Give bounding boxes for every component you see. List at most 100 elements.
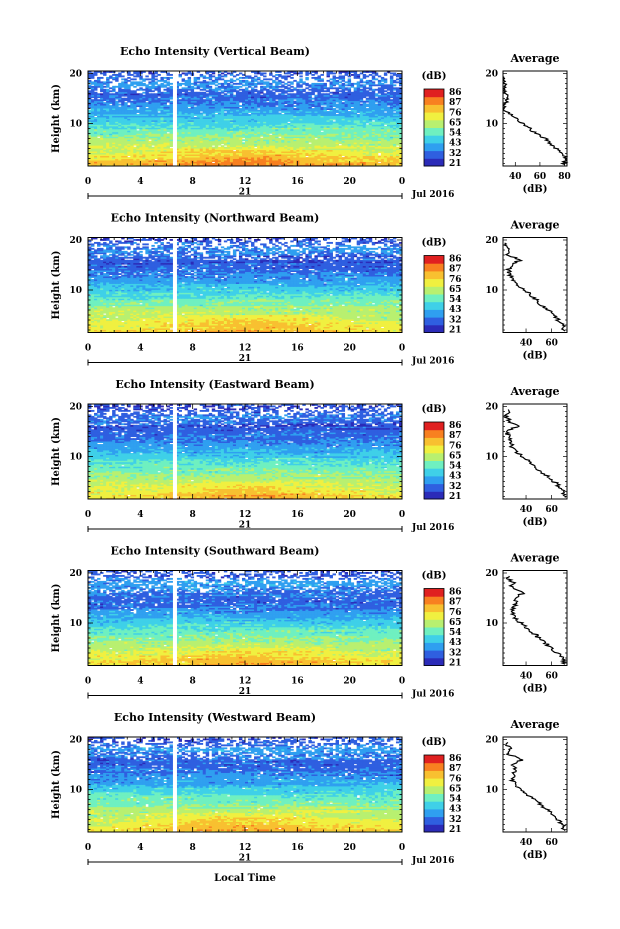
heatmap-cell [371, 158, 376, 161]
heatmap-cell [245, 151, 249, 154]
heatmap-cell [263, 149, 267, 152]
heatmap-cell [395, 160, 400, 162]
heatmap-cell [136, 148, 140, 151]
heatmap-cell [392, 91, 397, 94]
heatmap-cell [211, 146, 216, 149]
heatmap-cell [154, 160, 158, 162]
heatmap-cell [187, 148, 192, 151]
heatmap-cell [103, 143, 107, 146]
heatmap-cell [166, 143, 170, 146]
heatmap-cell [169, 161, 173, 164]
heatmap-cell [148, 154, 152, 157]
heatmap-cell [344, 143, 349, 146]
heatmap-cell [199, 164, 204, 167]
heatmap-cell [275, 154, 279, 157]
heatmap-cell [211, 160, 216, 162]
heatmap-cell [187, 143, 192, 146]
heatmap-cell [257, 157, 261, 159]
heatmap-cell [311, 146, 315, 149]
heatmap-cell [290, 148, 294, 151]
heatmap-cell [169, 154, 173, 157]
heatmap-cell [211, 148, 216, 151]
heatmap-cell [275, 155, 279, 158]
heatmap-cell [211, 163, 216, 165]
heatmap-cell [296, 161, 300, 164]
heatmap-cell [365, 160, 370, 162]
heatmap-cell [157, 145, 161, 148]
heatmap-cell [395, 154, 400, 157]
heatmap-cell [290, 160, 294, 162]
heatmap-cell [166, 154, 170, 157]
heatmap-cell [187, 151, 192, 154]
heatmap-cell [377, 160, 382, 162]
heatmap-cell [347, 151, 352, 154]
heatmap-cell [266, 157, 270, 159]
heatmap-cell [245, 154, 249, 157]
heatmap-cell [214, 155, 219, 158]
heatmap-cell [115, 152, 119, 155]
heatmap-cell [260, 148, 264, 151]
heatmap-cell [335, 161, 339, 164]
heatmap-cell [278, 152, 282, 155]
heatmap-cell [254, 163, 258, 165]
heatmap-cell [130, 160, 134, 162]
heatmap-cell [263, 93, 267, 96]
heatmap-cell [287, 143, 291, 146]
heatmap-cell [109, 93, 113, 96]
heatmap-cell [106, 145, 110, 148]
heatmap-cell [326, 164, 330, 167]
heatmap-cell [193, 143, 198, 146]
heatmap-cell [371, 149, 376, 152]
heatmap-cell [359, 155, 364, 158]
heatmap-cell [296, 164, 300, 167]
heatmap-cell [347, 158, 352, 161]
heatmap-cell [184, 161, 189, 164]
heatmap-cell [299, 158, 303, 161]
heatmap-cell [269, 160, 273, 162]
heatmap-cell [317, 149, 321, 152]
heatmap-cell [296, 151, 300, 154]
heatmap-cell [226, 145, 231, 148]
heatmap-cell [187, 146, 192, 149]
heatmap-cell [175, 157, 179, 159]
heatmap-cell [220, 163, 225, 165]
heatmap-cell [320, 160, 324, 162]
heatmap-cell [235, 152, 240, 155]
heatmap-cell [263, 158, 267, 161]
echo-intensity-heatmap [88, 71, 403, 167]
heatmap-cell [208, 157, 213, 159]
heatmap-cell [293, 161, 297, 164]
heatmap-cell [254, 149, 258, 152]
heatmap-cell [287, 164, 291, 167]
heatmap-cell [205, 145, 210, 148]
heatmap-cell [272, 146, 276, 149]
heatmap-cell [263, 157, 267, 159]
heatmap-cell [229, 149, 234, 152]
heatmap-cell [362, 154, 367, 157]
heatmap-cell [190, 140, 195, 143]
heatmap-cell [112, 154, 116, 157]
heatmap-cell [118, 163, 122, 165]
heatmap-cell [392, 161, 397, 164]
heatmap-cell [326, 146, 330, 149]
heatmap-cell [103, 145, 107, 148]
heatmap-cell [290, 93, 294, 96]
heatmap-cell [97, 143, 101, 146]
heatmap-cell [217, 146, 222, 149]
heatmap-cell [97, 137, 101, 140]
heatmap-cell [293, 105, 297, 108]
heatmap-cell [398, 151, 403, 154]
heatmap-cell [106, 148, 110, 151]
heatmap-cell [163, 149, 167, 152]
heatmap-cell [178, 161, 182, 164]
heatmap-cell [371, 145, 376, 148]
heatmap-cell [223, 93, 228, 96]
heatmap-cell [329, 145, 333, 148]
heatmap-cell [196, 158, 201, 161]
heatmap-cell [121, 157, 125, 159]
heatmap-cell [124, 152, 128, 155]
heatmap-cell [193, 142, 198, 145]
heatmap-cell [377, 151, 382, 154]
heatmap-cell [178, 142, 182, 145]
heatmap-cell [175, 142, 179, 145]
